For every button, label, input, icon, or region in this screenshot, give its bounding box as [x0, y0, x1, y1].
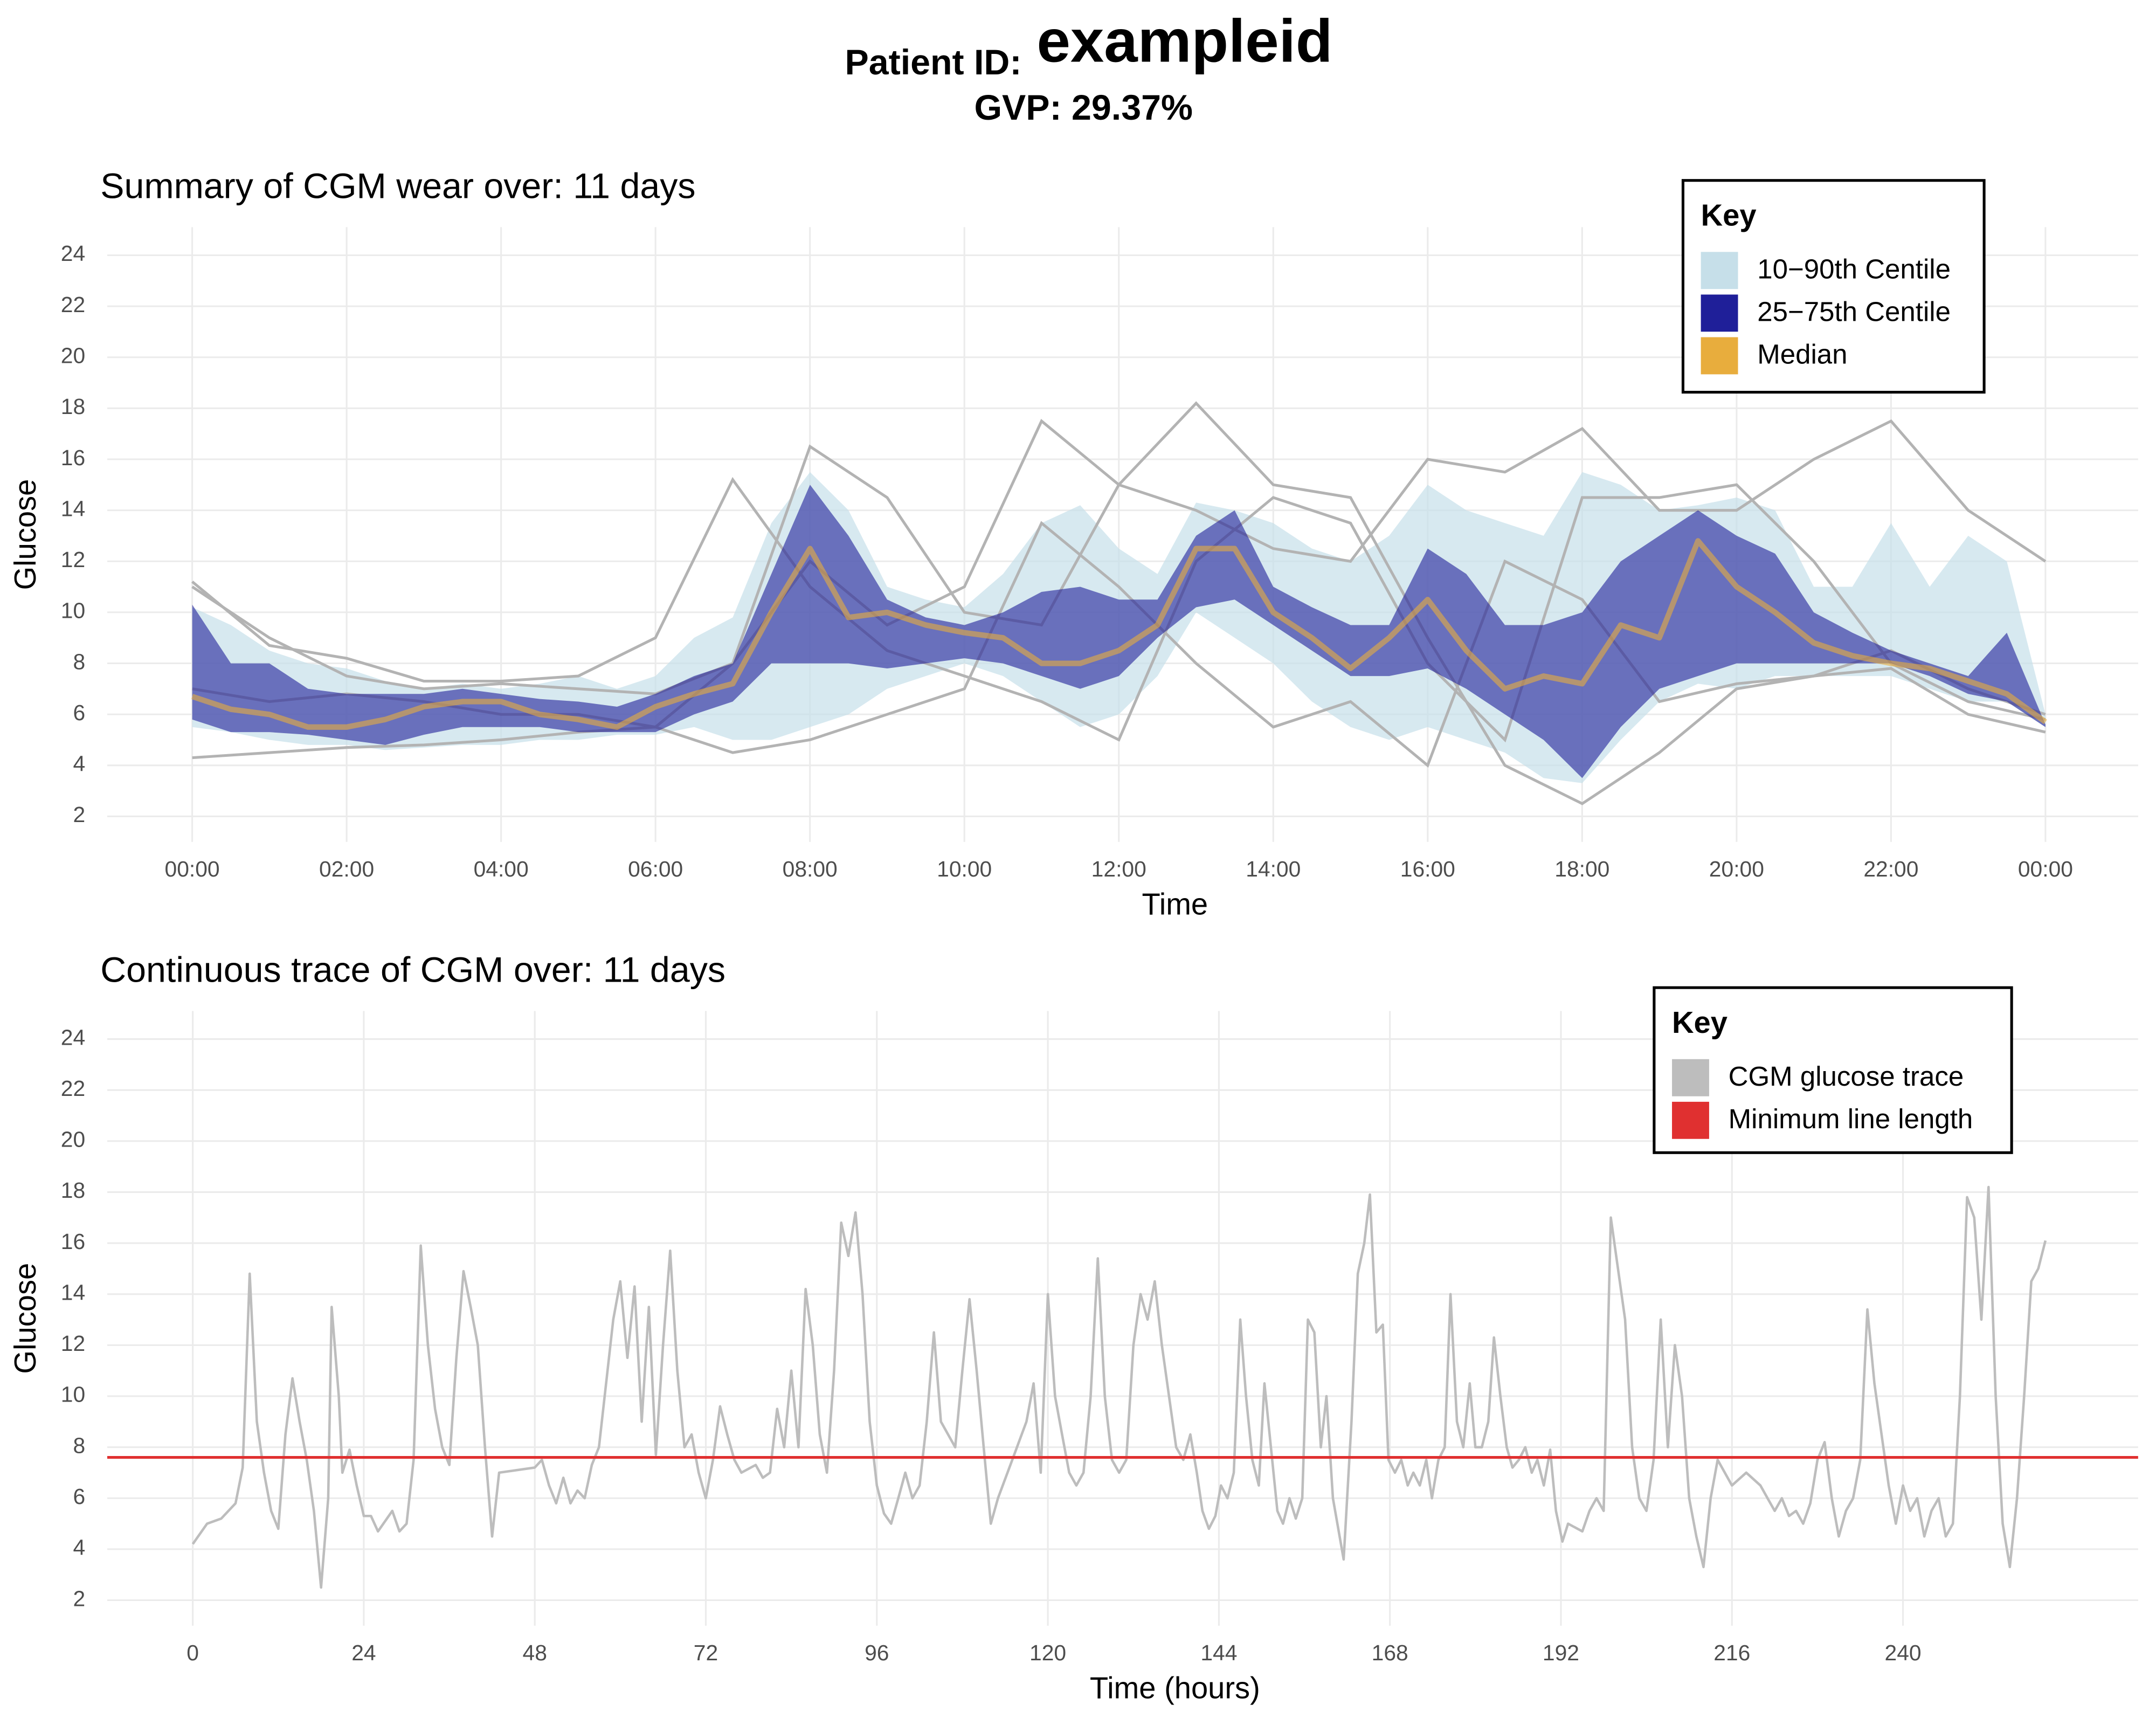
x-tick-label: 0 [186, 1640, 199, 1665]
x-tick-label: 72 [694, 1640, 718, 1665]
y-tick-label: 6 [73, 1484, 85, 1509]
y-tick-label: 14 [61, 496, 85, 521]
y-tick-label: 8 [73, 649, 85, 674]
y-tick-label: 12 [61, 1331, 85, 1356]
x-tick-label: 216 [1713, 1640, 1750, 1665]
legend-label: 10−90th Centile [1757, 254, 1951, 285]
legend-swatch [1701, 337, 1738, 375]
legend-label: CGM glucose trace [1729, 1061, 1964, 1092]
x-tick-label: 144 [1200, 1640, 1237, 1665]
legend-label: 25−75th Centile [1757, 296, 1951, 327]
x-tick-label: 192 [1543, 1640, 1579, 1665]
y-tick-label: 20 [61, 1127, 85, 1152]
y-tick-label: 22 [61, 1076, 85, 1101]
y-tick-label: 16 [61, 1229, 85, 1254]
y-tick-label: 12 [61, 547, 85, 572]
x-tick-label: 16:00 [1400, 857, 1455, 881]
x-tick-label: 240 [1885, 1640, 1922, 1665]
y-tick-label: 24 [61, 1025, 85, 1050]
x-tick-label: 18:00 [1554, 857, 1609, 881]
legend-title: Key [1672, 1005, 1727, 1039]
y-axis-title: Glucose [8, 1263, 42, 1374]
legend-swatch [1701, 252, 1738, 289]
legend-swatch [1701, 294, 1738, 332]
y-tick-label: 2 [73, 1586, 85, 1611]
x-tick-label: 08:00 [783, 857, 838, 881]
x-tick-label: 22:00 [1863, 857, 1918, 881]
trace-line [191, 1185, 2047, 1589]
chart: Summary of CGM wear over: 11 days2468101… [8, 167, 2138, 921]
y-tick-label: 20 [61, 343, 85, 368]
x-tick-label: 20:00 [1709, 857, 1764, 881]
legend-swatch [1672, 1101, 1709, 1139]
day-trace [192, 401, 2046, 805]
x-tick-label: 120 [1029, 1640, 1066, 1665]
patient-label: Patient ID: [845, 43, 1022, 82]
chart: Continuous trace of CGM over: 11 days246… [8, 950, 2138, 1705]
legend-title: Key [1701, 198, 1757, 232]
legend-box [1653, 986, 2013, 1154]
y-tick-label: 24 [61, 241, 85, 266]
y-tick-label: 8 [73, 1433, 85, 1458]
x-tick-label: 48 [523, 1640, 547, 1665]
patient-id: exampleid [1036, 6, 1332, 74]
x-tick-label: 168 [1372, 1640, 1408, 1665]
x-tick-label: 24 [351, 1640, 376, 1665]
x-tick-label: 96 [865, 1640, 889, 1665]
y-tick-label: 2 [73, 802, 85, 827]
x-tick-label: 04:00 [474, 857, 529, 881]
median-line [191, 538, 2047, 730]
x-axis-title: Time [1142, 887, 1208, 921]
legend-label: Median [1757, 339, 1847, 370]
x-tick-label: 06:00 [628, 857, 683, 881]
y-tick-label: 4 [73, 1535, 85, 1560]
subtitle: GVP: 29.37% [974, 88, 1192, 128]
y-tick-label: 10 [61, 1382, 85, 1407]
x-tick-label: 14:00 [1246, 857, 1301, 881]
y-tick-label: 18 [61, 394, 85, 419]
legend-swatch [1672, 1059, 1709, 1096]
y-tick-label: 10 [61, 598, 85, 623]
y-tick-label: 14 [61, 1280, 85, 1305]
y-axis-title: Glucose [8, 479, 42, 590]
y-tick-label: 16 [61, 445, 85, 470]
day-trace [191, 477, 2046, 743]
chart-title: Summary of CGM wear over: 11 days [100, 167, 695, 206]
y-tick-label: 4 [73, 751, 85, 776]
y-tick-label: 18 [61, 1178, 85, 1203]
x-axis-title: Time (hours) [1090, 1671, 1260, 1705]
x-tick-label: 10:00 [937, 857, 992, 881]
chart-title: Continuous trace of CGM over: 11 days [100, 950, 725, 990]
x-tick-label: 02:00 [319, 857, 374, 881]
legend-label: Minimum line length [1729, 1103, 1973, 1134]
x-tick-label: 00:00 [165, 857, 220, 881]
x-tick-label: 00:00 [2018, 857, 2073, 881]
y-tick-label: 22 [61, 292, 85, 317]
y-tick-label: 6 [73, 700, 85, 725]
x-tick-label: 12:00 [1091, 857, 1146, 881]
